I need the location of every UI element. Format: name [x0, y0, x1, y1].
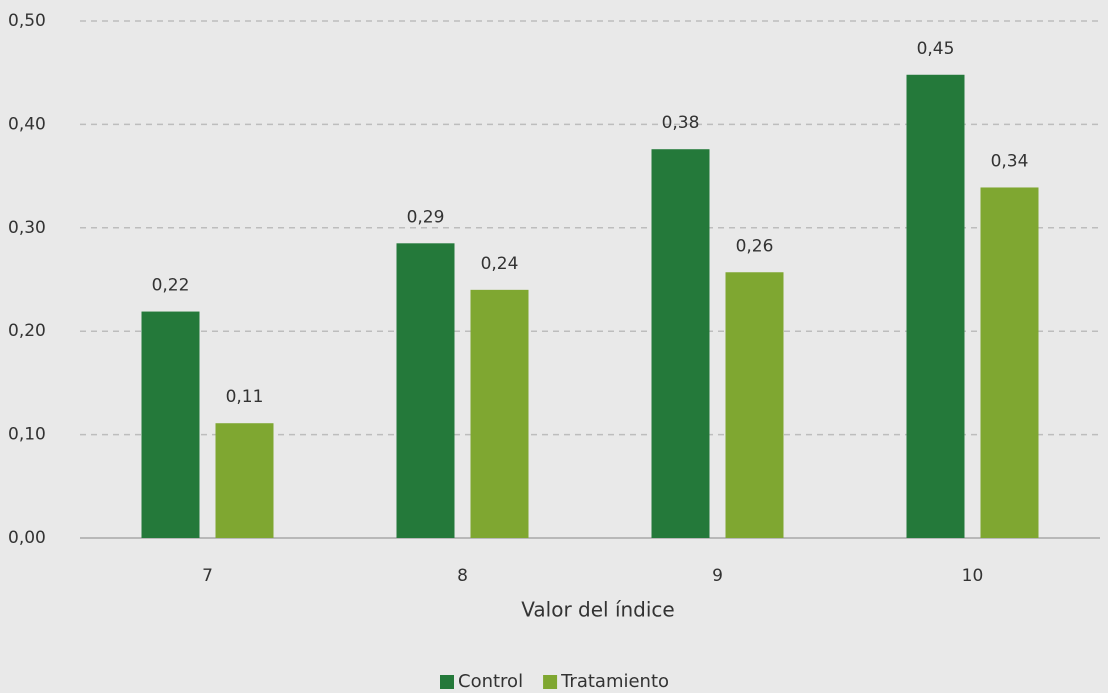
y-tick-label: 0,00: [8, 528, 46, 548]
y-tick-label: 0,50: [8, 11, 46, 31]
legend-swatch: [440, 675, 454, 689]
x-tick-label: 7: [202, 566, 213, 586]
x-axis-label: Valor del índice: [521, 598, 674, 622]
x-tick-label: 9: [712, 566, 723, 586]
bar: [141, 311, 200, 538]
data-label: 0,22: [152, 276, 190, 296]
legend-label: Tratamiento: [560, 671, 669, 692]
data-label: 0,38: [662, 113, 700, 133]
data-label: 0,29: [407, 207, 445, 227]
bar: [980, 187, 1039, 538]
y-tick-label: 0,10: [8, 425, 46, 445]
y-tick-label: 0,40: [8, 114, 46, 134]
bar: [651, 149, 710, 538]
data-label: 0,11: [226, 387, 264, 407]
legend-label: Control: [458, 671, 523, 692]
bar: [725, 272, 784, 538]
y-tick-label: 0,20: [8, 321, 46, 341]
data-label: 0,34: [991, 151, 1029, 171]
data-label: 0,45: [917, 39, 955, 59]
x-tick-label: 8: [457, 566, 468, 586]
y-tick-label: 0,30: [8, 218, 46, 238]
data-label: 0,26: [736, 236, 774, 256]
bar: [396, 243, 455, 538]
x-tick-label: 10: [962, 566, 984, 586]
bar: [470, 289, 529, 538]
legend-swatch: [543, 675, 558, 689]
data-label: 0,24: [481, 254, 519, 274]
bar: [906, 74, 965, 538]
bar: [215, 423, 274, 538]
